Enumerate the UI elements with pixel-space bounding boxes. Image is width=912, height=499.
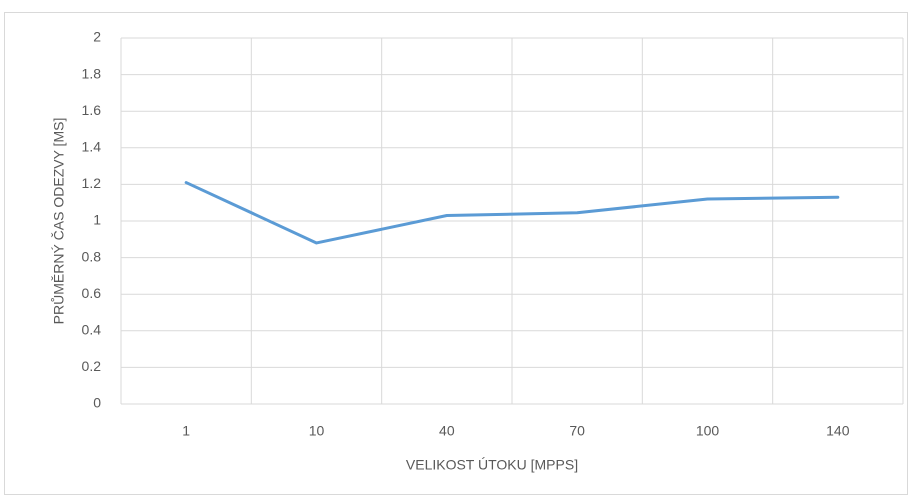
chart-border	[4, 12, 908, 495]
x-tick-label: 40	[439, 423, 455, 439]
y-tick-label: 0.6	[82, 285, 102, 301]
y-tick-label: 0	[93, 395, 101, 411]
y-tick-label: 1.6	[82, 102, 102, 118]
y-tick-label: 1.2	[82, 175, 102, 191]
y-tick-label: 1.4	[82, 139, 102, 155]
y-tick-label: 2	[93, 29, 101, 45]
y-axis-label: PRŮMĚRNÝ ČAS ODEZVY [MS]	[50, 118, 67, 325]
x-tick-label: 70	[569, 423, 585, 439]
y-tick-label: 0.2	[82, 358, 102, 374]
x-tick-label: 1	[182, 423, 190, 439]
y-tick-label: 1.8	[82, 65, 102, 81]
x-tick-label: 10	[309, 423, 325, 439]
line	[184, 181, 840, 245]
x-tick-label: 100	[696, 423, 720, 439]
x-tick-label: 140	[826, 423, 850, 439]
y-tick-label: 0.4	[82, 322, 102, 338]
y-tick-label: 0.8	[82, 248, 102, 264]
x-axis-label: VELIKOST ÚTOKU [MPPS]	[406, 457, 578, 473]
y-tick-label: 1	[93, 212, 101, 228]
